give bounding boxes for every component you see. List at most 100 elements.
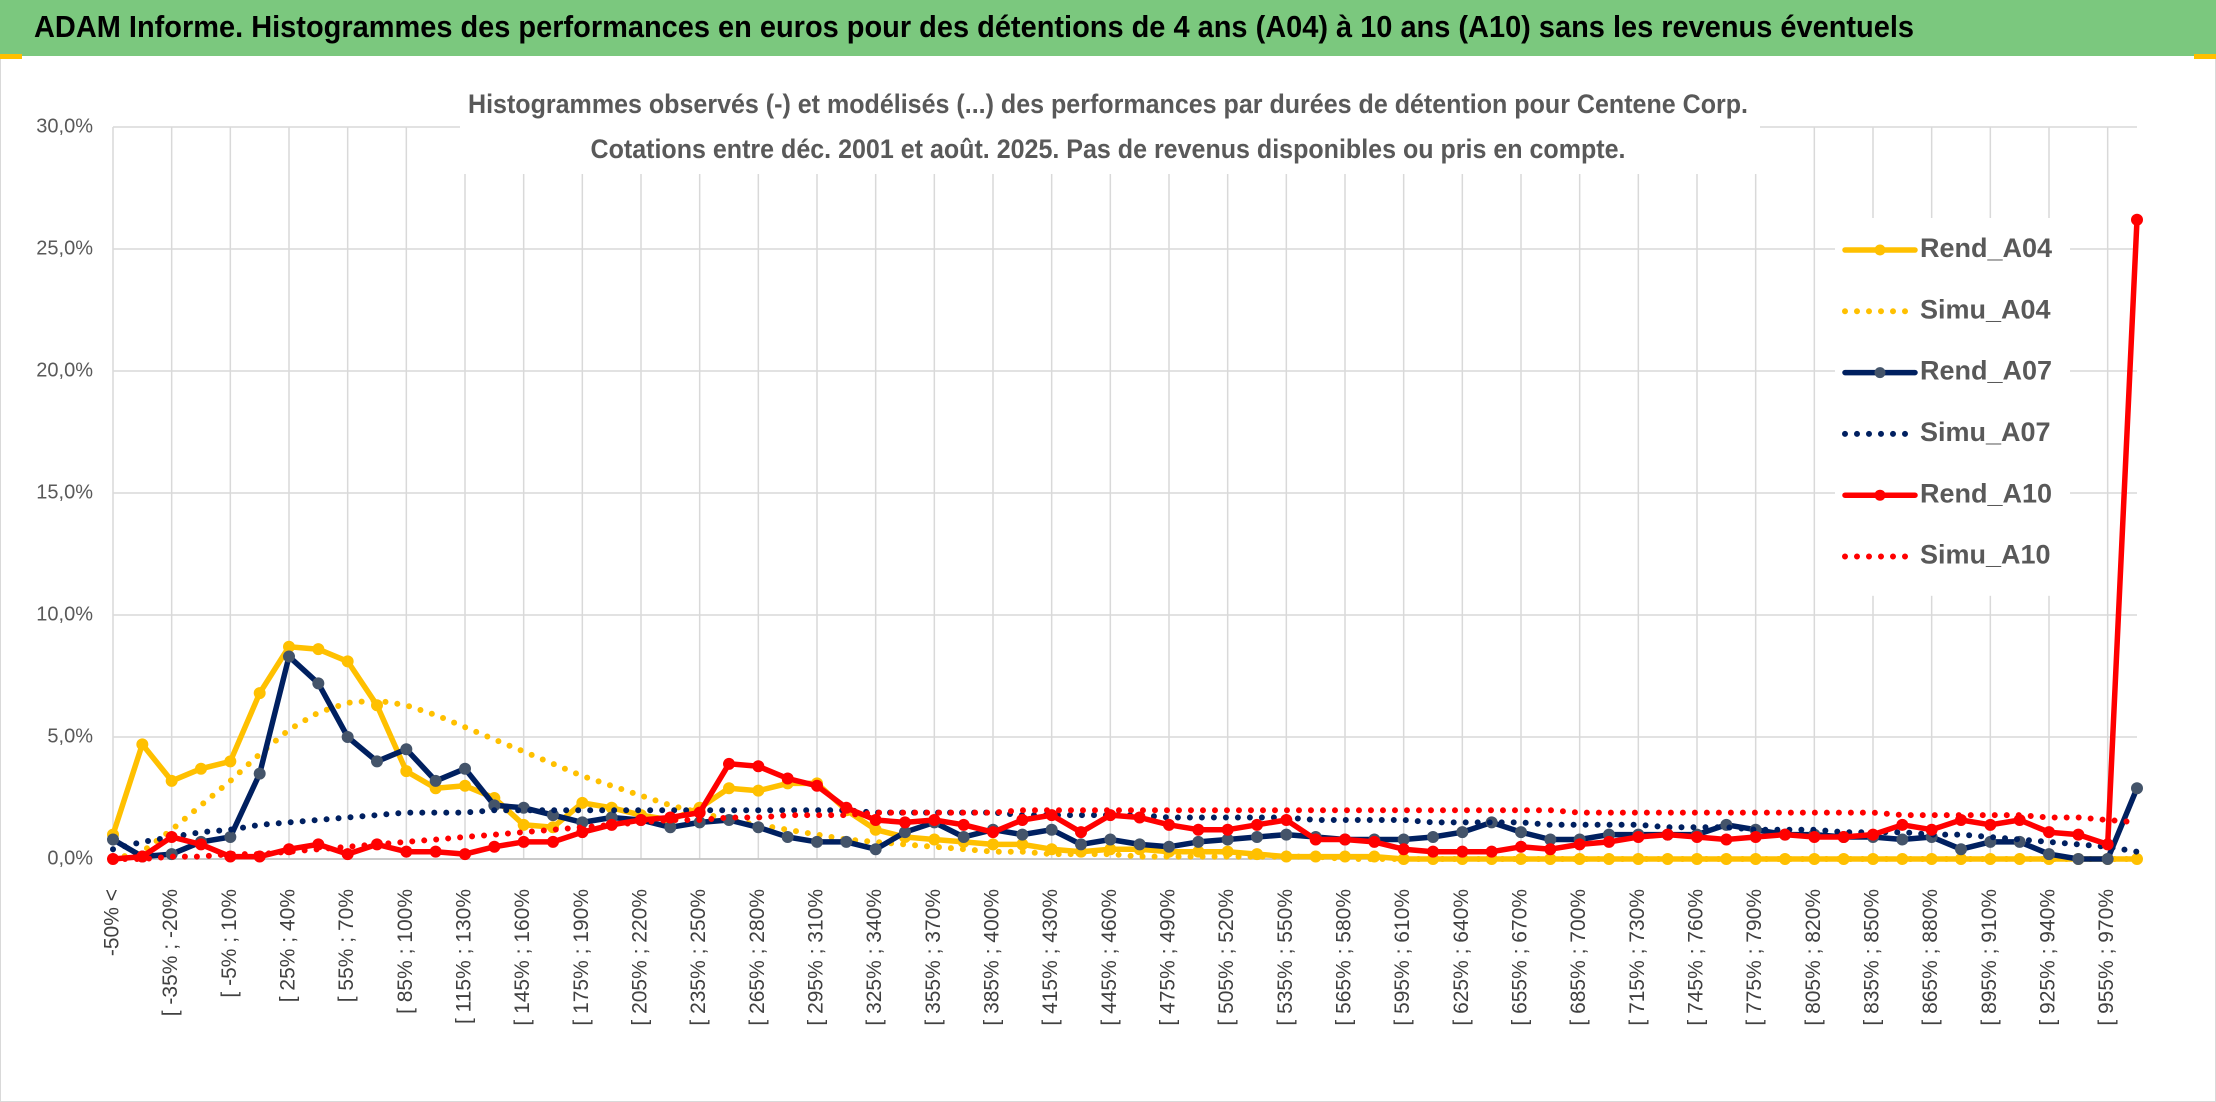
data-point bbox=[2101, 853, 2114, 865]
data-point bbox=[1749, 831, 1762, 844]
x-tick-label: [ -35% ; -20% bbox=[159, 889, 182, 1016]
legend-label: Simu_A10 bbox=[1920, 540, 2051, 570]
data-point bbox=[957, 818, 970, 831]
data-point bbox=[312, 677, 325, 690]
data-point bbox=[957, 831, 970, 844]
legend-label: Simu_A04 bbox=[1920, 294, 2051, 324]
x-tick-label: [ 145% ; 160% bbox=[511, 889, 534, 1026]
data-point bbox=[1427, 831, 1439, 844]
data-point bbox=[253, 767, 266, 780]
data-point bbox=[2131, 853, 2143, 865]
legend-background bbox=[1835, 218, 2070, 596]
x-tick-label: [ 25% ; 40% bbox=[277, 889, 300, 1002]
data-point bbox=[840, 801, 853, 814]
x-tick-label: [ -5% ; 10% bbox=[218, 889, 241, 998]
legend-label: Rend_A04 bbox=[1920, 233, 2052, 263]
data-point bbox=[459, 762, 471, 775]
y-tick-label: 10,0% bbox=[36, 603, 93, 625]
data-point bbox=[1192, 835, 1205, 848]
data-point bbox=[781, 772, 794, 785]
data-point bbox=[400, 765, 413, 778]
data-point bbox=[2131, 213, 2143, 226]
data-point bbox=[253, 687, 266, 700]
y-tick-label: 25,0% bbox=[36, 237, 93, 259]
data-point bbox=[1515, 840, 1527, 853]
x-tick-label: [ 625% ; 640% bbox=[1450, 889, 1473, 1026]
data-point bbox=[987, 826, 999, 839]
legend-label: Rend_A07 bbox=[1920, 356, 2052, 386]
data-point bbox=[752, 760, 765, 773]
x-tick-label: [ 775% ; 790% bbox=[1743, 889, 1766, 1026]
x-tick-label: [ 865% ; 880% bbox=[1919, 889, 1942, 1026]
data-point bbox=[1192, 823, 1205, 836]
data-point bbox=[107, 833, 119, 846]
data-point bbox=[488, 840, 501, 853]
data-point bbox=[1368, 835, 1381, 848]
x-tick-label: [ 235% ; 250% bbox=[687, 889, 710, 1026]
data-point bbox=[987, 838, 999, 851]
data-point bbox=[1133, 811, 1146, 824]
x-tick-label: [ 955% ; 970% bbox=[2095, 889, 2118, 1026]
data-point bbox=[1016, 813, 1029, 826]
data-point bbox=[869, 813, 882, 826]
x-tick-label: [ 805% ; 820% bbox=[1802, 889, 1825, 1026]
data-point bbox=[195, 762, 207, 775]
data-point bbox=[136, 738, 149, 751]
data-point bbox=[1456, 826, 1469, 839]
legend-label: Simu_A07 bbox=[1920, 417, 2051, 447]
data-point bbox=[1661, 828, 1674, 841]
data-point bbox=[752, 821, 765, 834]
data-point bbox=[1045, 823, 1058, 836]
data-point bbox=[1075, 826, 1087, 839]
data-point bbox=[2043, 826, 2055, 839]
data-point bbox=[928, 833, 941, 846]
data-point bbox=[1867, 828, 1879, 841]
x-tick-label: [ 175% ; 190% bbox=[570, 889, 593, 1026]
data-point bbox=[283, 650, 295, 663]
data-point bbox=[1163, 818, 1175, 831]
corner bbox=[0, 54, 22, 59]
data-point bbox=[517, 835, 530, 848]
data-point bbox=[1955, 843, 1967, 856]
x-tick-label: [ 925% ; 940% bbox=[2037, 889, 2060, 1026]
x-tick-label: [ 685% ; 700% bbox=[1567, 889, 1590, 1026]
corner bbox=[2194, 54, 2216, 59]
data-point bbox=[1808, 831, 1821, 844]
title-background bbox=[460, 84, 1760, 174]
data-point bbox=[2101, 838, 2114, 851]
data-point bbox=[869, 843, 882, 856]
x-tick-label: [ 475% ; 490% bbox=[1157, 889, 1180, 1026]
data-point bbox=[400, 845, 413, 858]
x-tick-label: [ 325% ; 340% bbox=[863, 889, 886, 1026]
x-tick-label: [ 205% ; 220% bbox=[629, 889, 652, 1026]
data-point bbox=[341, 655, 354, 668]
data-point bbox=[2131, 782, 2143, 795]
legend-marker bbox=[1874, 244, 1886, 256]
data-point bbox=[224, 831, 237, 844]
data-point bbox=[576, 796, 589, 809]
data-point bbox=[723, 757, 735, 770]
data-point bbox=[1104, 833, 1117, 846]
data-point bbox=[1221, 823, 1234, 836]
x-tick-label: [ 535% ; 550% bbox=[1274, 889, 1297, 1026]
data-point bbox=[1456, 845, 1469, 858]
x-tick-label: [ 835% ; 850% bbox=[1861, 889, 1884, 1026]
data-point bbox=[1544, 843, 1557, 856]
data-point bbox=[1075, 838, 1087, 851]
x-tick-label: [ 265% ; 280% bbox=[746, 889, 769, 1026]
data-point bbox=[1837, 831, 1850, 844]
data-point bbox=[1573, 838, 1586, 851]
data-point bbox=[312, 643, 325, 656]
data-point bbox=[165, 831, 178, 844]
series-line bbox=[110, 807, 2140, 862]
data-point bbox=[840, 835, 853, 848]
data-point bbox=[1016, 828, 1029, 841]
data-point bbox=[928, 813, 941, 826]
x-tick-label: [ 445% ; 460% bbox=[1098, 889, 1121, 1026]
x-tick-label: [ 355% ; 370% bbox=[922, 889, 945, 1026]
data-point bbox=[224, 755, 237, 768]
x-tick-label: [ 115% ; 130% bbox=[453, 889, 476, 1024]
data-point bbox=[517, 818, 530, 831]
